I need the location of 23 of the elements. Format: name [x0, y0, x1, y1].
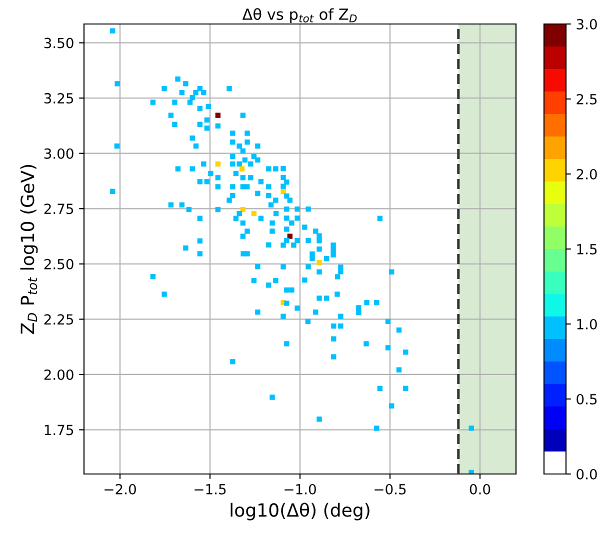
- y-tick-label: 3.00: [44, 148, 74, 159]
- x-tick-label: 0.0: [470, 484, 490, 494]
- color-bar-label: 2.0: [576, 168, 597, 180]
- color-bar-label: 0.0: [576, 468, 597, 480]
- x-tick-label: −1.5: [194, 484, 226, 494]
- color-bar-label: 1.0: [577, 318, 597, 330]
- y-tick-label: 2.00: [44, 369, 74, 380]
- color-bar-label: 2.5: [576, 94, 597, 104]
- color-bar-label: 3.0: [576, 18, 597, 30]
- chart-title: Δθ vs p$_{tot}$ of Z$_{D}$: [242, 8, 357, 23]
- y-tick-label: 2.50: [44, 258, 74, 270]
- x-tick-label: −1.0: [284, 484, 316, 494]
- y-tick-label: 2.25: [44, 314, 74, 325]
- x-tick-label: −0.5: [374, 484, 406, 494]
- y-tick-label: 2.75: [44, 204, 74, 214]
- y-tick-label: 3.25: [44, 93, 74, 104]
- y-axis-title: Z$_{D}$ P$_{tot}$ log10 (GeV): [20, 165, 38, 334]
- y-tick-label: 3.50: [44, 38, 74, 48]
- color-bar-label: 0.5: [576, 394, 597, 404]
- x-axis-title: log10(Δθ) (deg): [230, 502, 370, 520]
- x-tick-label: −2.0: [104, 484, 136, 494]
- y-tick-label: 1.75: [44, 424, 74, 436]
- color-bar-label: 1.5: [577, 244, 597, 254]
